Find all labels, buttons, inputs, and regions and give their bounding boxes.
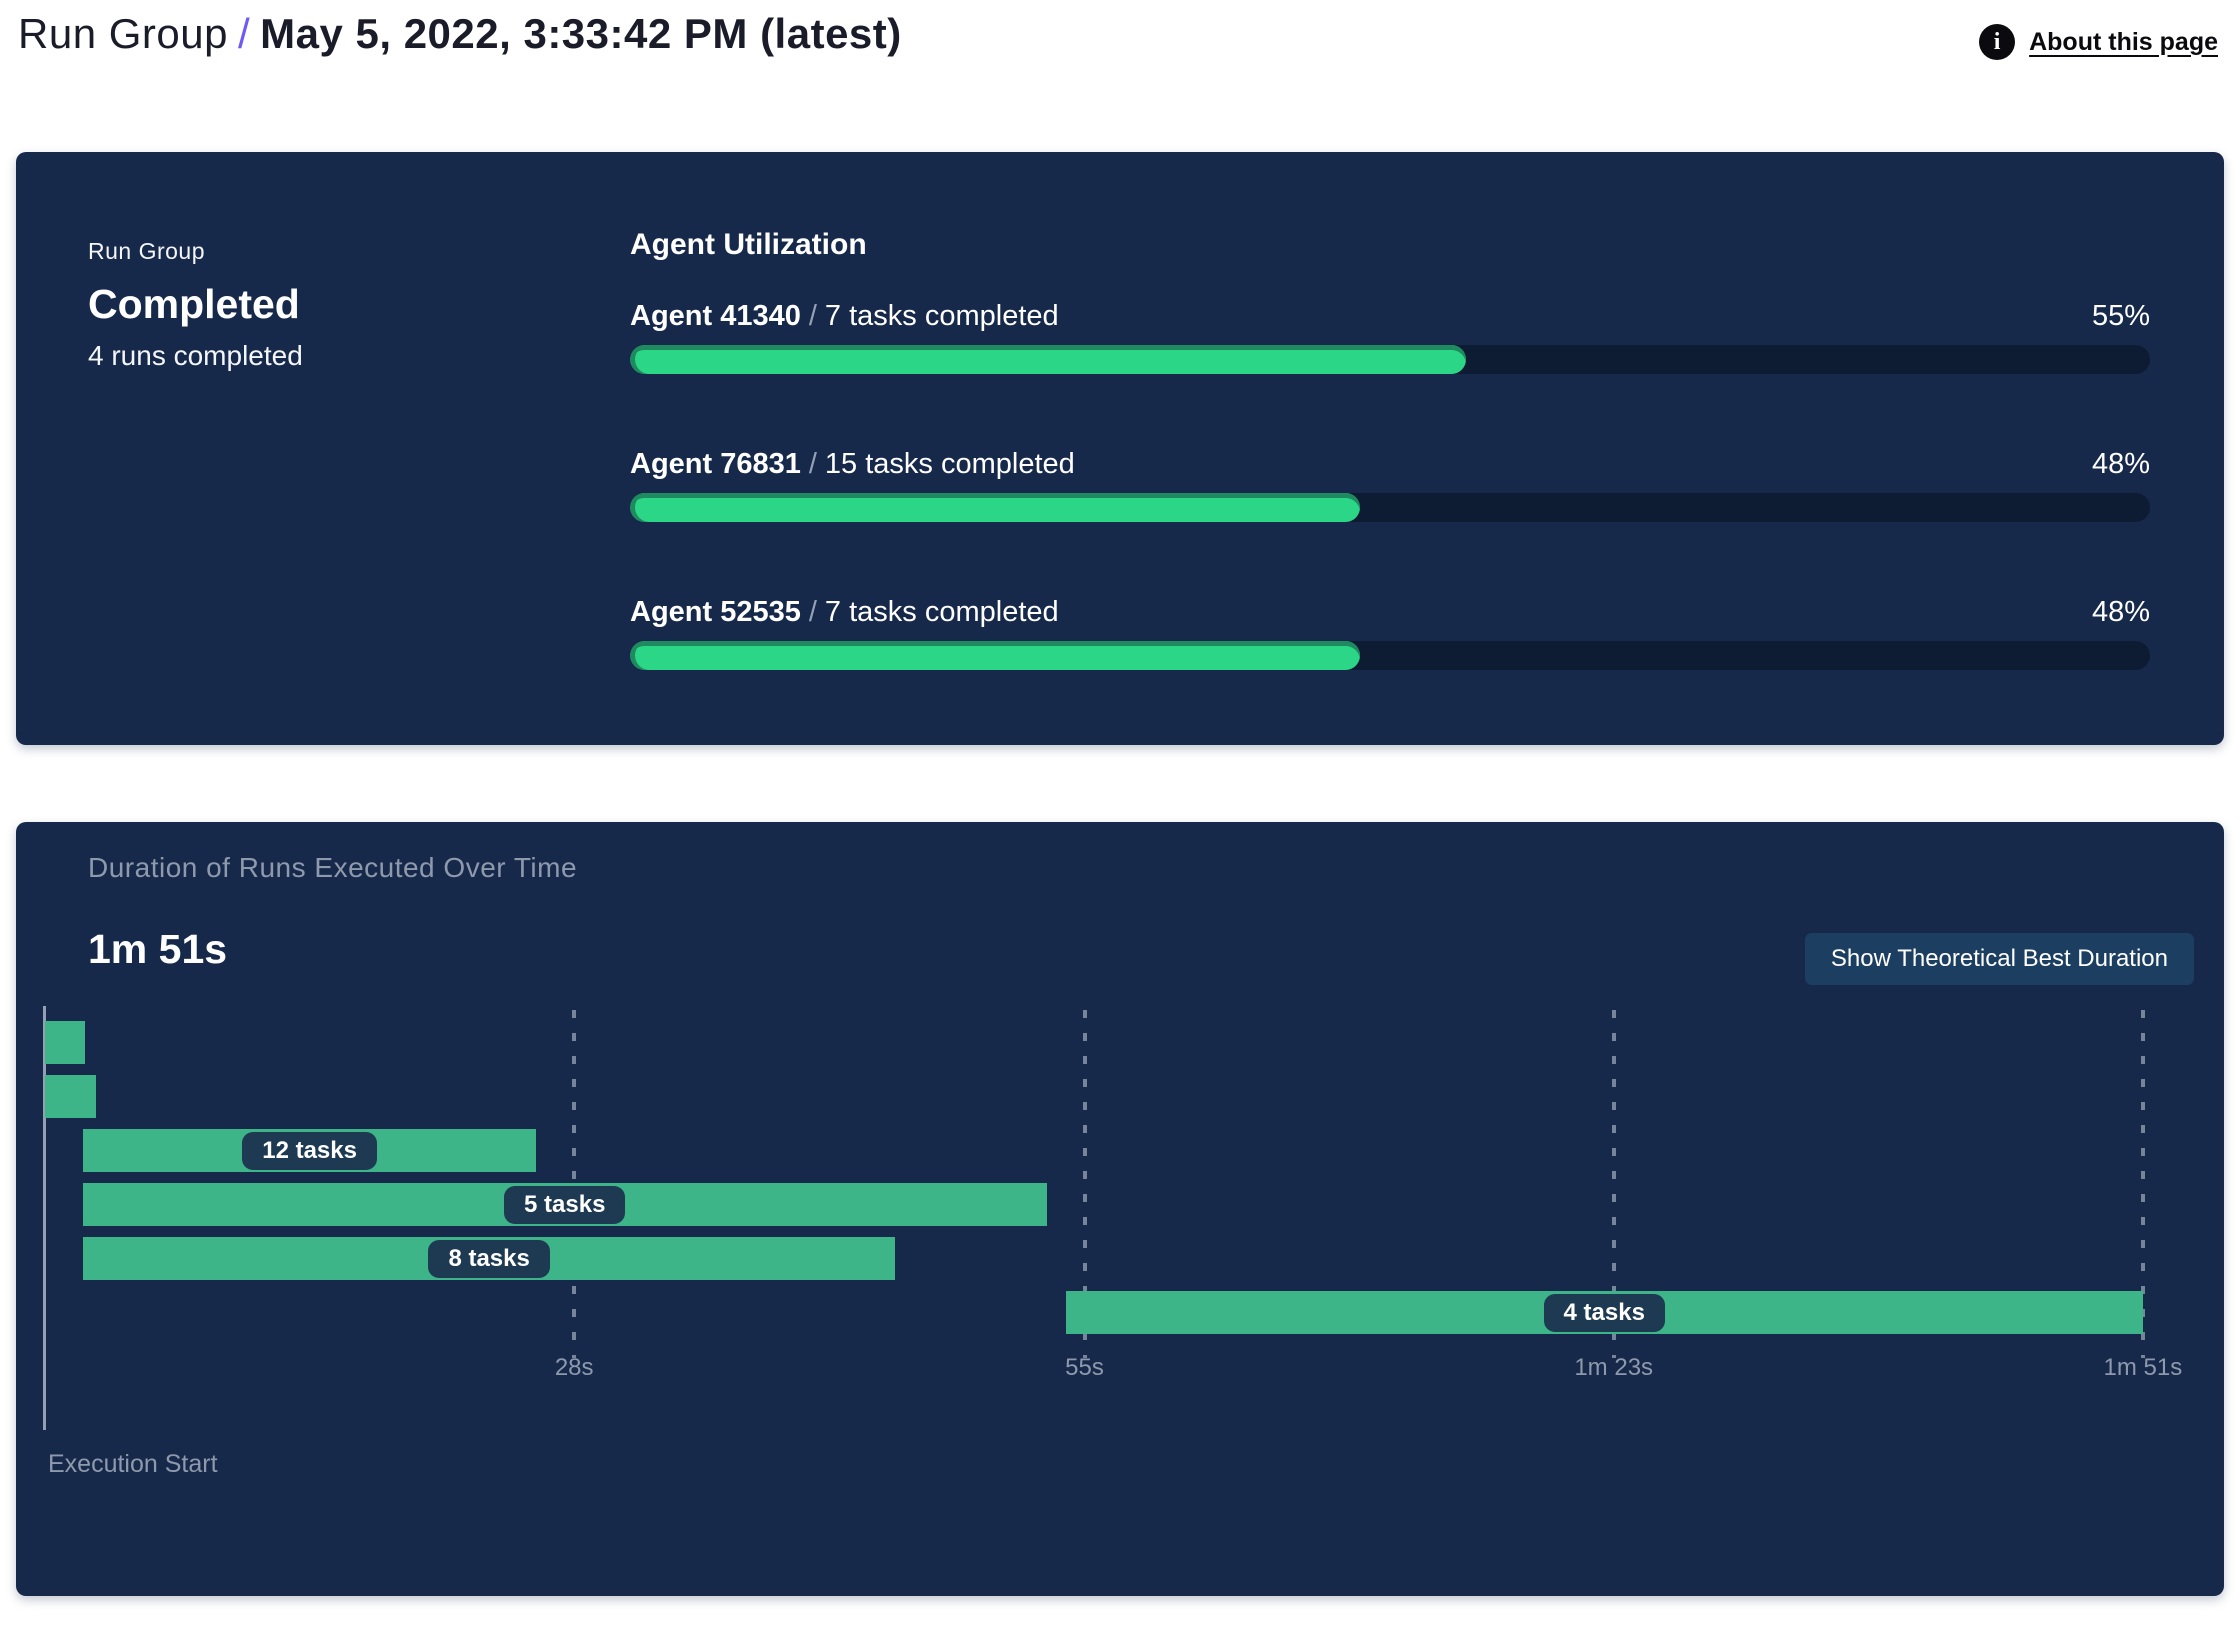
page-header: Run Group / May 5, 2022, 3:33:42 PM (lates… bbox=[0, 0, 2240, 152]
agent-name: Agent 41340 bbox=[630, 300, 801, 332]
agent-utilization-percent: 48% bbox=[2091, 596, 2150, 628]
time-gridline bbox=[1611, 1010, 1616, 1358]
breadcrumb-separator: / bbox=[237, 10, 251, 57]
agent-tasks-completed: 15 tasks completed bbox=[824, 448, 1075, 480]
task-count-badge: 4 tasks bbox=[1543, 1293, 1665, 1332]
agent-progress-track bbox=[630, 641, 2150, 670]
agent-utilization-percent: 48% bbox=[2091, 448, 2150, 480]
agent-row: Agent 52535/7 tasks completed 48% bbox=[630, 596, 2150, 670]
run-group-summary-panel: Run Group Completed 4 runs completed Age… bbox=[16, 152, 2224, 745]
agent-row: Agent 41340/7 tasks completed 55% bbox=[630, 300, 2150, 374]
total-duration-value: 1m 51s bbox=[88, 926, 228, 972]
run-group-label: Run Group bbox=[88, 238, 206, 264]
run-duration-bar[interactable] bbox=[45, 1021, 85, 1064]
agent-progress-track bbox=[630, 493, 2150, 522]
agent-separator: / bbox=[808, 596, 817, 628]
agent-row: Agent 76831/15 tasks completed 48% bbox=[630, 448, 2150, 522]
agent-progress-fill bbox=[630, 493, 1360, 522]
run-duration-bar[interactable]: 8 tasks bbox=[82, 1237, 896, 1280]
agent-progress-fill bbox=[630, 345, 1466, 374]
agent-utilization-percent: 55% bbox=[2091, 300, 2150, 332]
time-tick-label: 1m 51s bbox=[2103, 1354, 2183, 1381]
gantt-chart: Execution Start 28s 55s 1m 23s 1m 51s 12 tas… bbox=[16, 1002, 2224, 1596]
agent-separator: / bbox=[808, 300, 817, 332]
task-count-badge: 12 tasks bbox=[242, 1131, 377, 1170]
page-title: May 5, 2022, 3:33:42 PM (latest) bbox=[260, 10, 902, 57]
task-count-badge: 8 tasks bbox=[428, 1239, 550, 1278]
time-tick-label: 55s bbox=[1065, 1354, 1104, 1381]
runs-completed-count: 4 runs completed bbox=[88, 340, 303, 371]
breadcrumb: Run Group / May 5, 2022, 3:33:42 PM (lates… bbox=[18, 10, 902, 58]
info-icon[interactable]: i bbox=[1979, 24, 2016, 60]
duration-panel: Duration of Runs Executed Over Time 1m 5… bbox=[16, 822, 2224, 1596]
time-tick-label: 28s bbox=[554, 1354, 594, 1381]
agent-tasks-completed: 7 tasks completed bbox=[824, 300, 1059, 332]
agent-progress-fill bbox=[630, 641, 1360, 670]
agent-tasks-completed: 7 tasks completed bbox=[824, 596, 1059, 628]
agent-name: Agent 76831 bbox=[630, 448, 801, 480]
duration-chart-title: Duration of Runs Executed Over Time bbox=[88, 852, 578, 883]
run-duration-bar[interactable] bbox=[45, 1075, 97, 1118]
agent-utilization-title: Agent Utilization bbox=[630, 228, 867, 261]
execution-start-axis-line bbox=[43, 1006, 46, 1430]
about-this-page-link[interactable]: About this page bbox=[2029, 27, 2218, 56]
time-gridline bbox=[2140, 1010, 2145, 1358]
breadcrumb-run-group: Run Group bbox=[18, 10, 228, 57]
agent-name: Agent 52535 bbox=[630, 596, 801, 628]
run-group-status-column: Run Group Completed 4 runs completed bbox=[88, 228, 630, 745]
run-duration-bar[interactable]: 12 tasks bbox=[82, 1129, 537, 1172]
agent-progress-track bbox=[630, 345, 2150, 374]
status-badge: Completed bbox=[88, 281, 300, 327]
show-theoretical-best-duration-button[interactable]: Show Theoretical Best Duration bbox=[1804, 933, 2194, 985]
agent-separator: / bbox=[808, 448, 817, 480]
run-duration-bar[interactable]: 5 tasks bbox=[82, 1183, 1047, 1226]
time-gridline bbox=[1082, 1010, 1087, 1358]
about-this-page[interactable]: i About this page bbox=[1979, 24, 2218, 60]
execution-start-label: Execution Start bbox=[48, 1450, 218, 1478]
task-count-badge: 5 tasks bbox=[504, 1185, 626, 1224]
agent-utilization-section: Agent Utilization Agent 41340/7 tasks co… bbox=[630, 228, 2150, 745]
run-duration-bar[interactable]: 4 tasks bbox=[1065, 1291, 2143, 1334]
time-tick-label: 1m 23s bbox=[1574, 1354, 1654, 1381]
